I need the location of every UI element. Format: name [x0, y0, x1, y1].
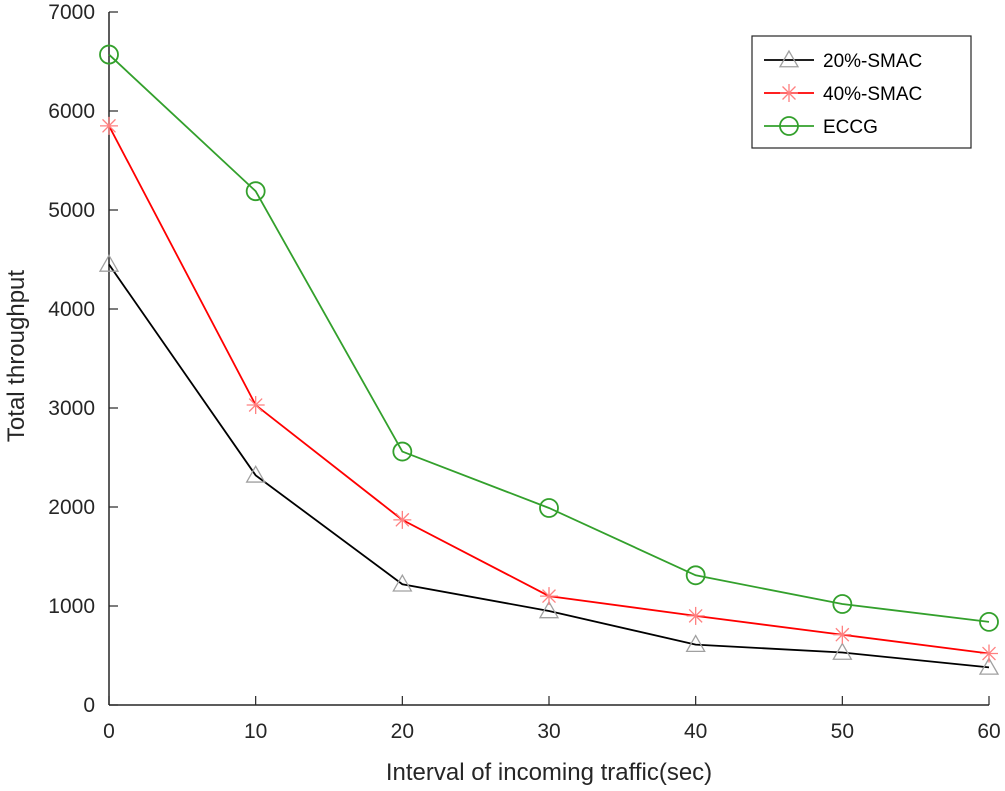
y-tick-label: 6000: [48, 100, 95, 123]
data-point: [245, 181, 266, 202]
data-point: [685, 565, 706, 586]
x-tick-label: 50: [831, 720, 854, 743]
series-layer: [98, 44, 1000, 675]
legend-marker: [779, 116, 799, 136]
data-point: [833, 625, 852, 644]
legend-label: 20%-SMAC: [823, 51, 922, 72]
marker-stroke: [395, 512, 410, 527]
series-eccg: [99, 44, 999, 632]
legend: 20%-SMAC 40%-SMAC ECCG: [751, 35, 972, 149]
legend-marker: [778, 49, 800, 68]
x-tick-label: 0: [103, 720, 115, 743]
data-point: [832, 642, 853, 660]
data-point: [540, 587, 558, 606]
data-point: [392, 573, 413, 592]
data-point: [99, 44, 119, 65]
data-point: [686, 606, 705, 625]
data-point: [393, 510, 412, 529]
y-tick-label: 5000: [48, 199, 95, 222]
x-tick-label: 40: [684, 720, 707, 743]
data-point: [685, 634, 706, 653]
data-point: [100, 116, 118, 135]
x-tick-label: 20: [391, 720, 414, 743]
legend-label: 40%-SMAC: [823, 84, 922, 105]
x-tick-label: 30: [537, 720, 560, 743]
legend-item: 20%-SMAC: [764, 49, 922, 72]
series-40-smac: [100, 116, 998, 663]
y-tick-label: 7000: [48, 1, 95, 24]
legend-marker: [780, 84, 798, 102]
y-tick-label: 3000: [48, 397, 95, 420]
legend-label: ECCG: [823, 117, 878, 138]
marker-stroke: [835, 627, 850, 642]
marker-stroke: [542, 589, 556, 604]
series-20-smac: [98, 254, 1000, 675]
legend-item: ECCG: [764, 116, 878, 138]
series-line: [108, 125, 990, 655]
series-line: [108, 263, 990, 669]
data-point: [538, 600, 560, 619]
data-point: [980, 644, 998, 663]
data-point: [539, 498, 559, 518]
y-tick-label: 1000: [48, 595, 95, 618]
y-tick-label: 2000: [48, 496, 95, 519]
marker-stroke: [248, 398, 263, 412]
data-point: [979, 611, 999, 632]
axes: 0 10 20 30 40 50 60 0 1000 2000 3000 4000 5000 6000 70…: [48, 1, 1000, 743]
series-line: [108, 53, 990, 623]
data-point: [392, 441, 413, 462]
data-point: [832, 594, 853, 614]
data-point: [246, 396, 265, 415]
y-axis-title: Total throughput: [3, 270, 30, 442]
legend-item: 40%-SMAC: [764, 84, 922, 105]
y-tick-label: 4000: [48, 298, 95, 321]
x-axis-title: Interval of incoming traffic(sec): [386, 759, 712, 786]
data-point: [98, 254, 120, 272]
marker-stroke: [982, 646, 996, 661]
x-tick-label: 10: [244, 720, 267, 743]
marker-stroke: [688, 608, 703, 623]
marker-stroke: [782, 86, 796, 100]
data-point: [245, 465, 266, 483]
data-point: [978, 657, 1000, 675]
x-tick-label: 60: [977, 720, 1000, 743]
y-tick-label: 0: [83, 694, 95, 717]
marker-stroke: [102, 118, 116, 133]
